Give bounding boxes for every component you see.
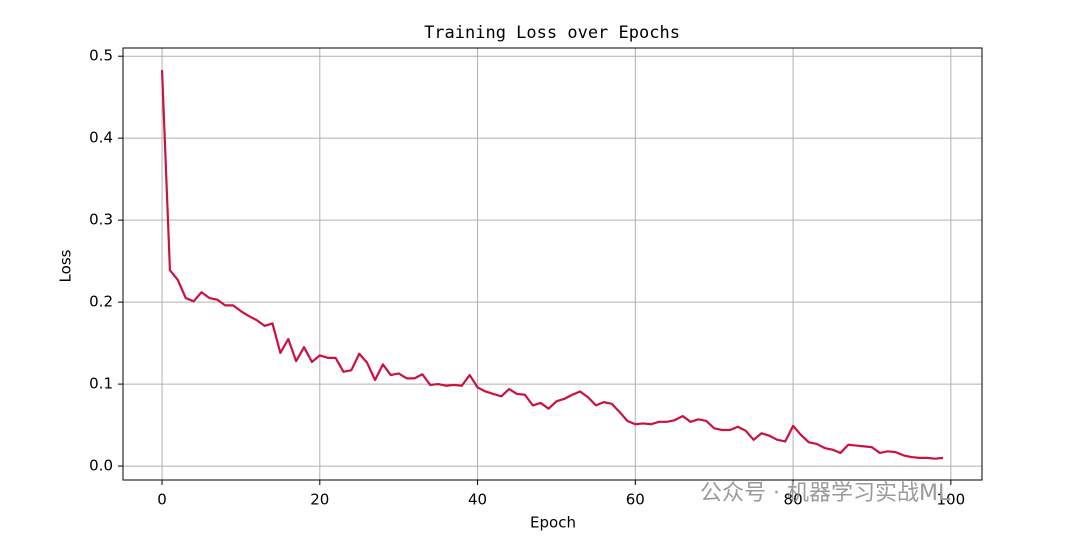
line-series — [160, 70, 944, 460]
x-tick-label: 80 — [784, 491, 803, 509]
y-tick-label: 0.5 — [89, 47, 113, 65]
x-tick-label: 0 — [157, 491, 167, 509]
grid: 0.0 0.1 0.2 0.3 0.4 0.5 0 20 40 60 80 100 — [89, 47, 982, 509]
y-tick-label: 0.3 — [89, 211, 113, 229]
x-tick-label: 20 — [310, 491, 329, 509]
y-tick-label: 0.2 — [89, 293, 113, 311]
plot-area — [160, 70, 944, 460]
y-tick-label: 0.1 — [89, 375, 113, 393]
watermark: 公众号 · 机器学习实战ML — [700, 481, 951, 506]
x-tick-label: 40 — [468, 491, 487, 509]
x-tick-label: 100 — [937, 491, 966, 509]
axes-frame — [122, 47, 983, 481]
y-tick-label: 0.4 — [89, 129, 113, 147]
y-tick-label: 0.0 — [89, 457, 113, 475]
chart-title: Training Loss over Epochs — [424, 23, 680, 43]
x-tick-label: 60 — [626, 491, 645, 509]
y-axis-label: Loss — [57, 249, 75, 282]
x-axis-label: Epoch — [530, 514, 576, 532]
